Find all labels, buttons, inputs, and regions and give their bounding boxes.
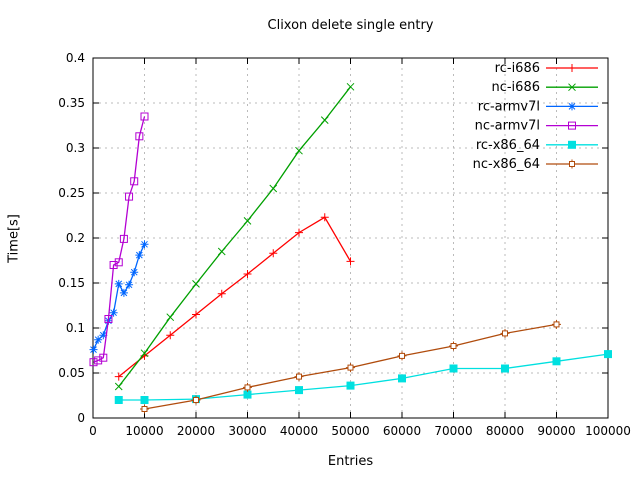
- series-line-rc-i686: [118, 216, 352, 378]
- marker-square-open: [114, 258, 123, 267]
- marker-cross: [114, 382, 123, 391]
- marker-square-open: [130, 177, 139, 186]
- marker-cross: [217, 247, 226, 256]
- x-tick-label: 90000: [537, 424, 575, 438]
- marker-asterisk: [568, 102, 576, 111]
- series-line-rc-x86_64: [118, 353, 609, 401]
- y-tick-label: 0.05: [58, 366, 85, 380]
- marker-asterisk: [140, 240, 149, 249]
- marker-cross: [295, 146, 303, 155]
- series-line-nc-armv7l: [93, 116, 146, 363]
- marker-square-filled: [501, 364, 509, 373]
- marker-plus: [217, 289, 226, 298]
- marker-plus: [243, 270, 252, 278]
- y-tick-label: 0.35: [58, 96, 85, 110]
- marker-cross: [269, 184, 278, 193]
- marker-square-open: [125, 192, 134, 201]
- marker-square-filled: [449, 364, 458, 373]
- marker-asterisk: [135, 251, 144, 260]
- marker-square-filled: [243, 390, 252, 399]
- marker-square-open: [109, 261, 118, 269]
- marker-square-plus: [193, 397, 199, 403]
- marker-cross: [140, 349, 149, 358]
- marker-square-plus: [553, 321, 560, 328]
- marker-plus: [269, 249, 278, 258]
- marker-square-open: [89, 358, 98, 367]
- x-tick-label: 10000: [125, 424, 163, 438]
- marker-square-plus: [296, 373, 302, 380]
- marker-cross: [346, 82, 355, 91]
- marker-square-plus: [244, 384, 251, 391]
- y-tick-label: 0.15: [58, 276, 85, 290]
- legend-label-rc-x86_64: rc-x86_64: [476, 138, 540, 153]
- marker-asterisk: [94, 335, 103, 344]
- x-tick-label: 0: [89, 424, 97, 438]
- x-tick-label: 70000: [434, 424, 472, 438]
- marker-plus: [320, 213, 329, 222]
- marker-square-plus: [347, 364, 354, 371]
- y-tick-label: 0.4: [66, 51, 85, 65]
- marker-square-filled: [346, 381, 355, 390]
- marker-square-filled: [568, 140, 576, 149]
- legend-label-nc-i686: nc-i686: [491, 80, 540, 95]
- marker-square-open: [140, 112, 149, 121]
- marker-square-filled: [552, 357, 561, 366]
- marker-square-open: [135, 132, 144, 141]
- marker-square-plus: [399, 352, 405, 359]
- y-tick-label: 0.25: [58, 186, 85, 200]
- marker-square-filled: [398, 374, 406, 383]
- marker-asterisk: [109, 308, 118, 317]
- marker-square-open: [119, 234, 128, 243]
- marker-plus: [295, 228, 303, 237]
- marker-square-plus: [141, 406, 148, 412]
- x-tick-label: 40000: [280, 424, 318, 438]
- marker-asterisk: [119, 288, 128, 297]
- legend-label-nc-x86_64: nc-x86_64: [473, 157, 540, 172]
- legend-label-rc-i686: rc-i686: [495, 61, 540, 76]
- marker-square-filled: [114, 396, 123, 404]
- marker-square-open: [99, 353, 108, 362]
- marker-asterisk: [99, 331, 108, 340]
- y-tick-label: 0.2: [66, 231, 85, 245]
- marker-square-open: [568, 121, 576, 130]
- marker-square-filled: [140, 396, 149, 404]
- marker-plus: [192, 310, 200, 319]
- x-axis-label: Entries: [327, 454, 374, 469]
- marker-cross: [320, 116, 329, 124]
- marker-square-filled: [604, 350, 612, 359]
- x-tick-label: 100000: [585, 424, 631, 438]
- marker-square-plus: [569, 161, 575, 167]
- marker-asterisk: [130, 268, 139, 277]
- y-tick-label: 0.1: [66, 321, 85, 335]
- y-tick-label: 0.3: [66, 141, 85, 155]
- x-tick-label: 50000: [331, 424, 369, 438]
- x-tick-label: 20000: [177, 424, 215, 438]
- marker-cross: [192, 280, 200, 288]
- x-tick-label: 80000: [486, 424, 524, 438]
- marker-cross: [166, 313, 175, 322]
- chart-title: Clixon delete single entry: [267, 18, 434, 33]
- legend-label-rc-armv7l: rc-armv7l: [478, 99, 540, 114]
- marker-asterisk: [125, 280, 134, 289]
- marker-asterisk: [114, 279, 123, 288]
- marker-cross: [568, 83, 576, 92]
- marker-asterisk: [89, 345, 98, 354]
- x-tick-label: 60000: [383, 424, 421, 438]
- marker-square-plus: [450, 343, 457, 349]
- legend-label-nc-armv7l: nc-armv7l: [475, 119, 540, 134]
- x-tick-label: 30000: [228, 424, 266, 438]
- marker-square-open: [94, 356, 103, 365]
- marker-plus: [568, 64, 576, 72]
- marker-square-plus: [502, 330, 508, 337]
- series-line-nc-i686: [118, 86, 352, 387]
- y-tick-label: 0: [77, 411, 85, 425]
- marker-plus: [166, 331, 175, 340]
- marker-plus: [114, 372, 123, 381]
- marker-square-filled: [295, 386, 303, 395]
- marker-plus: [346, 257, 355, 266]
- marker-square-open: [104, 315, 113, 323]
- marker-cross: [243, 217, 252, 225]
